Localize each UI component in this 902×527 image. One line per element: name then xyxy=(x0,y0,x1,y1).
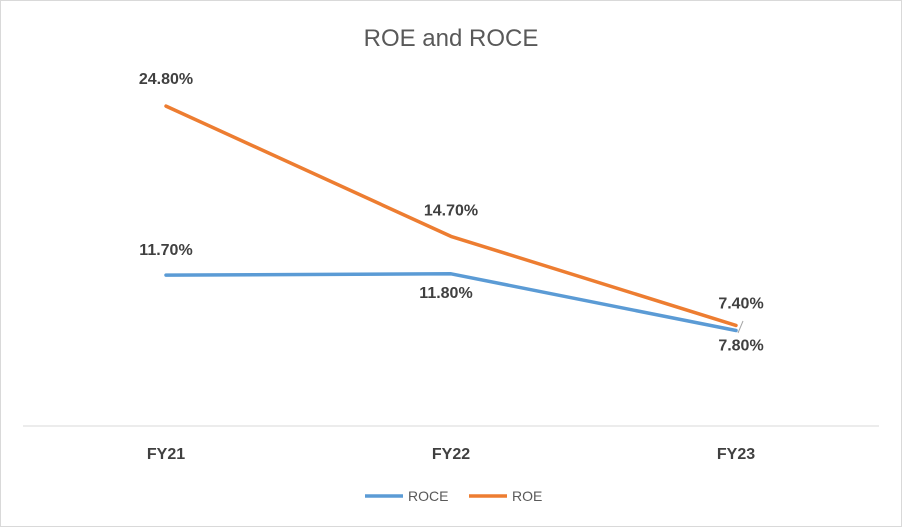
chart-title: ROE and ROCE xyxy=(364,25,539,52)
series-line-roce xyxy=(164,272,738,333)
data-point-roe-fy23 xyxy=(735,324,737,326)
leader-line-roce-fy23 xyxy=(737,320,744,334)
x-tick-label-fy23: FY23 xyxy=(717,446,755,463)
data-label-roce-fy21: 11.70% xyxy=(139,242,192,259)
x-tick-label-fy22: FY22 xyxy=(432,446,470,463)
series-lines xyxy=(164,104,738,333)
data-label-roce-fy22: 11.80% xyxy=(419,285,472,302)
legend-label-roe: ROE xyxy=(512,488,542,504)
data-label-roe-fy23: 7.80% xyxy=(718,337,763,354)
legend-label-roce: ROCE xyxy=(408,488,448,504)
legend: ROCE ROE xyxy=(365,488,542,504)
data-labels: 11.70% 11.80% 7.40% 24.80% 14.70% 7.80% xyxy=(139,71,764,354)
x-tick-label-fy21: FY21 xyxy=(147,446,185,463)
data-point-roe-fy21 xyxy=(165,105,167,107)
x-axis-tick-labels: FY21 FY22 FY23 xyxy=(147,446,755,463)
data-label-roce-fy23: 7.40% xyxy=(718,296,763,313)
data-label-roe-fy21: 24.80% xyxy=(139,71,193,88)
data-point-roe-fy22 xyxy=(450,235,452,237)
data-label-roe-fy22: 14.70% xyxy=(424,202,478,219)
data-point-roce-fy22 xyxy=(450,273,452,275)
data-point-roce-fy23 xyxy=(735,330,737,331)
data-point-roce-fy21 xyxy=(165,274,167,276)
